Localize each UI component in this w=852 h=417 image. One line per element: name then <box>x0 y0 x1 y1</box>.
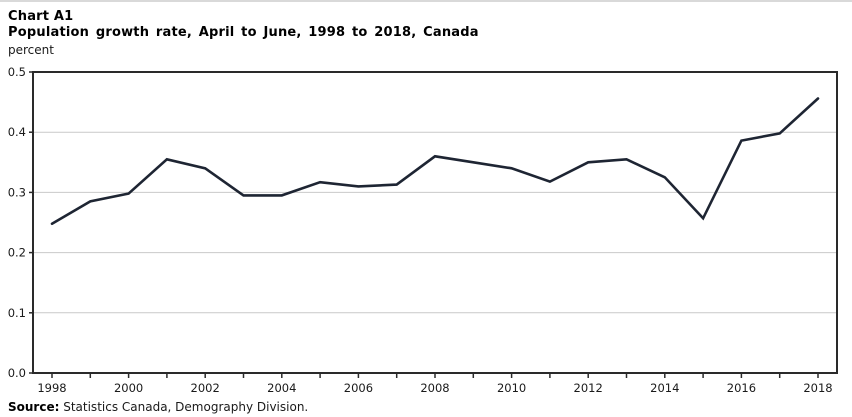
x-tick-label: 2002 <box>191 381 220 395</box>
x-tick-label: 2006 <box>344 381 373 395</box>
population-growth-line <box>50 97 820 225</box>
x-tick-label: 2014 <box>650 381 679 395</box>
plot-border <box>32 71 838 374</box>
x-tick-label: 2010 <box>497 381 526 395</box>
y-tick-label: 0.3 <box>8 185 26 199</box>
y-tick-label: 0.1 <box>8 306 26 320</box>
x-tick-label: 2008 <box>420 381 449 395</box>
chart-title: Population growth rate, April to June, 1… <box>8 25 479 40</box>
x-tick-label: 2004 <box>267 381 296 395</box>
chart-label: Chart A1 <box>8 9 74 24</box>
x-tick-label: 2016 <box>727 381 756 395</box>
x-tick-label: 2018 <box>803 381 832 395</box>
source-label: Source: <box>8 400 60 414</box>
chart-plot: 0.0 0.1 0.2 0.3 0.4 0.5 1998 2000 2002 2004 2006 20… <box>8 65 838 395</box>
x-tick-label: 2012 <box>574 381 603 395</box>
y-axis-unit-label: percent <box>8 43 54 57</box>
source-text: Statistics Canada, Demography Division. <box>59 400 309 414</box>
y-tick-label: 0.4 <box>8 125 26 139</box>
y-tick-label: 0.0 <box>8 366 26 380</box>
x-tick-label: 2000 <box>114 381 143 395</box>
y-tick-label: 0.5 <box>8 65 26 79</box>
source-note: Source: Statistics Canada, Demography Di… <box>8 400 308 414</box>
y-tick-label: 0.2 <box>8 246 26 260</box>
x-tick-label: 1998 <box>37 381 66 395</box>
